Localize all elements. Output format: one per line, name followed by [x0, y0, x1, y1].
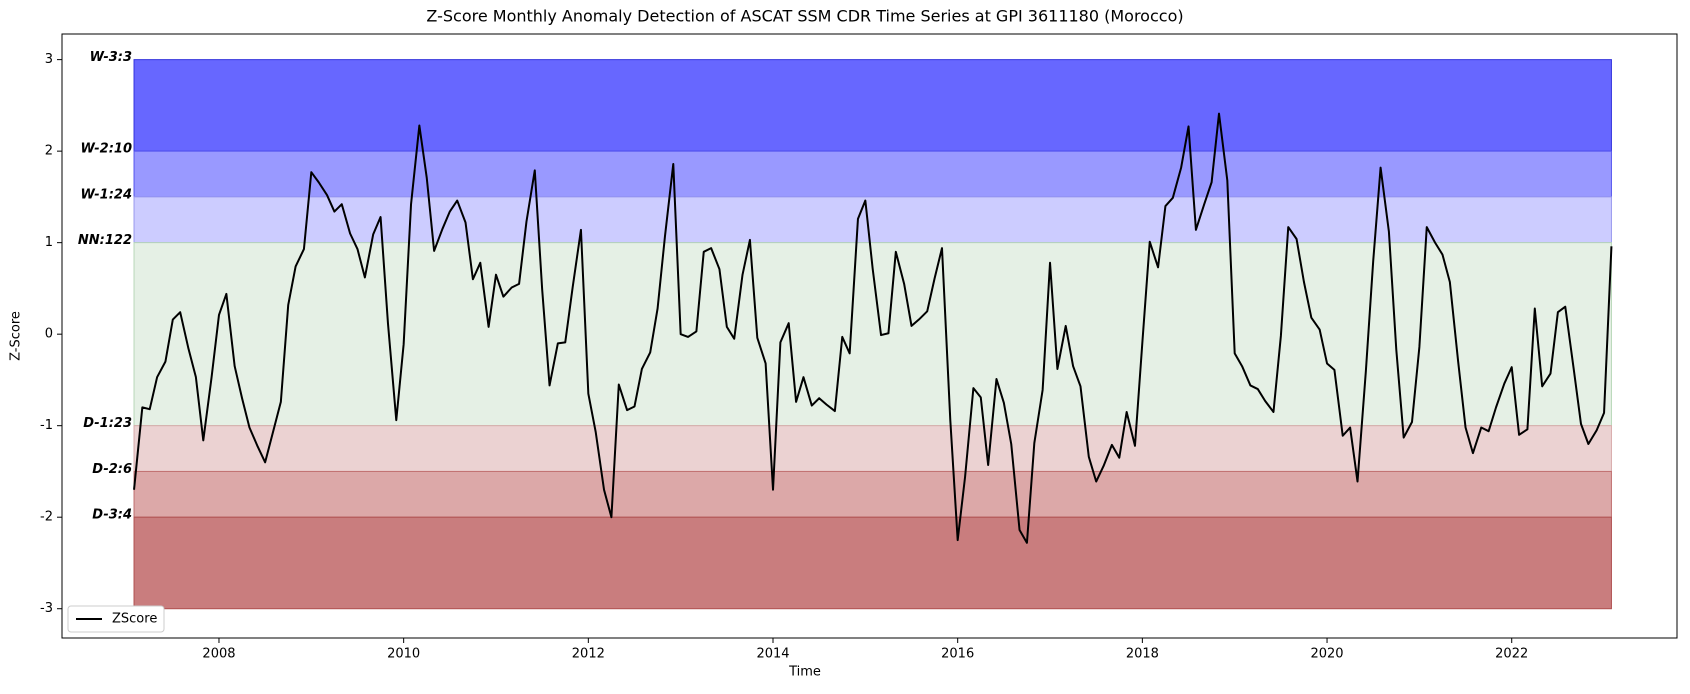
band [133, 150, 1612, 198]
legend: ZScore [67, 605, 165, 633]
legend-box [67, 605, 165, 633]
y-tick-label: 0 [45, 327, 53, 342]
y-tick-label: -2 [40, 510, 53, 525]
band [133, 425, 1612, 472]
band-label: W-3:3 [90, 50, 132, 65]
band-label: W-1:24 [81, 187, 133, 202]
band [133, 516, 1612, 610]
y-axis-label: Z-Score [9, 311, 24, 361]
y-tick-label: 3 [45, 52, 53, 67]
y-tick-label: -1 [40, 418, 53, 433]
x-tick-label: 2016 [941, 647, 974, 662]
x-tick-label: 2020 [1310, 647, 1343, 662]
band-label: NN:122 [78, 233, 132, 248]
y-tick-label: -3 [40, 601, 53, 616]
band-label: D-2:6 [92, 462, 132, 477]
band [133, 59, 1612, 152]
legend-label: ZScore [112, 612, 157, 627]
x-tick-label: 2008 [202, 647, 235, 662]
band-label: D-1:23 [83, 416, 132, 431]
x-tick-label: 2014 [756, 647, 789, 662]
y-tick-label: 1 [45, 235, 53, 250]
chart-title: Z-Score Monthly Anomaly Detection of ASC… [426, 7, 1183, 26]
x-tick-label: 2018 [1126, 647, 1159, 662]
band-label: W-2:10 [81, 142, 133, 157]
series-line [133, 112, 1613, 544]
plot-frame [61, 33, 1678, 639]
band-label: D-3:4 [92, 508, 132, 523]
x-axis-label: Time [788, 665, 821, 680]
x-tick-label: 2010 [387, 647, 420, 662]
x-tick-label: 2012 [572, 647, 605, 662]
band [133, 470, 1612, 518]
x-tick-label: 2022 [1495, 647, 1528, 662]
y-tick-label: 2 [45, 144, 53, 159]
